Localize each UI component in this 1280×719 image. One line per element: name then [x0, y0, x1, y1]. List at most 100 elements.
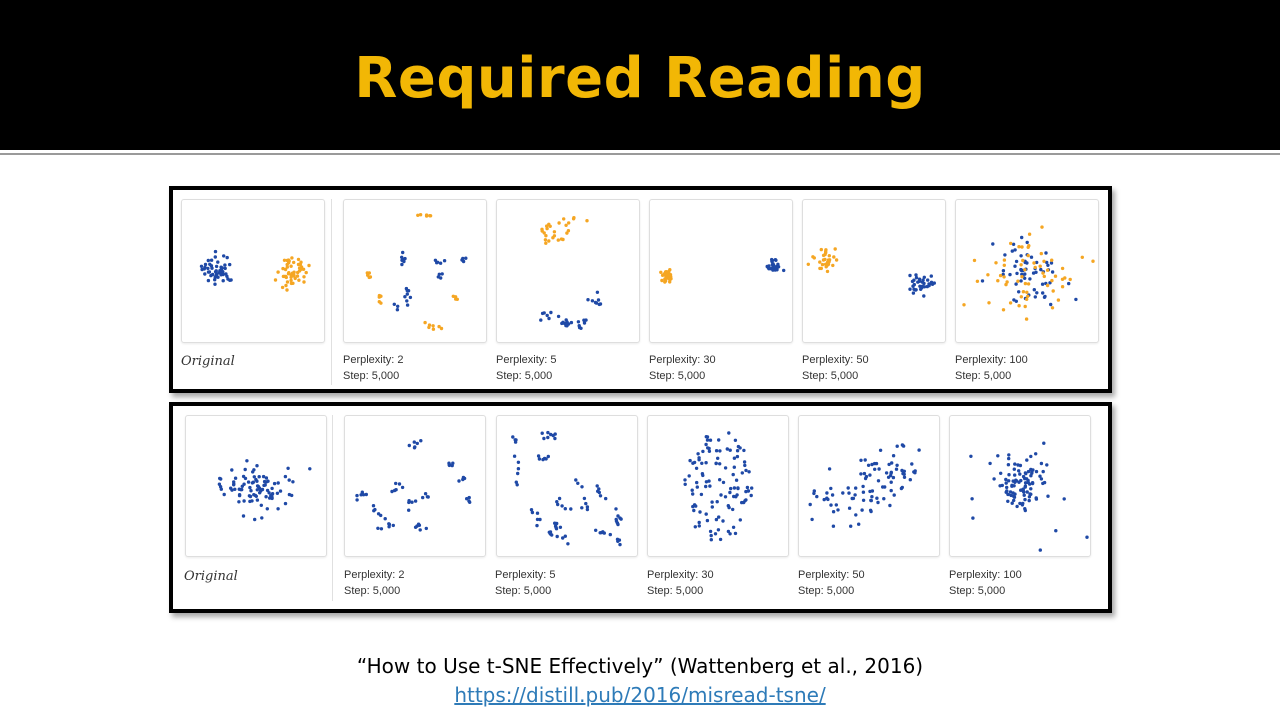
plot-two-clusters-p2-dot [405, 292, 409, 296]
plot-gaussian-p50-dot [854, 486, 858, 490]
plot-gaussian-p50-dot [876, 500, 880, 505]
plot-two-clusters-p5-dot [561, 237, 565, 242]
plot-gaussian-original-dot [255, 498, 260, 502]
plot-two-clusters-p50-dot [821, 253, 826, 258]
plot-two-clusters-p5-dot [576, 320, 581, 324]
plot-gaussian-p100-dot [1046, 494, 1050, 498]
plot-gaussian-p2-dot [364, 492, 368, 497]
plot-gaussian-original-dot [263, 483, 267, 487]
plot-gaussian-p30-dot [736, 444, 741, 449]
plot-gaussian-p100-dot [1017, 469, 1021, 473]
plot-two-clusters-original-dot [285, 288, 289, 292]
plot-gaussian-original-dot [229, 486, 233, 490]
plot-two-clusters-original-dot [296, 257, 301, 262]
plot-gaussian-p50-dot [831, 510, 836, 514]
plot-two-clusters-original-dot [214, 264, 219, 269]
plot-two-clusters-original-dot [289, 278, 293, 283]
plot-gaussian-p100-dot [1005, 485, 1009, 490]
plot-gaussian-p30-dot [735, 449, 740, 453]
plot-gaussian-original-dot [290, 493, 294, 498]
plot-gaussian-p5-dot [594, 528, 598, 532]
plot-gaussian-p50-dot [861, 490, 866, 494]
plot-two-clusters-original-dot [302, 275, 306, 279]
plot-two-clusters-original-dot [213, 249, 218, 254]
plot-two-clusters-p50-dot [819, 247, 823, 252]
plot-gaussian-p100-dot [1023, 481, 1028, 485]
plot-gaussian-p30-dot [704, 480, 709, 484]
plot-gaussian-p100-dot [1010, 501, 1014, 505]
plot-gaussian-p100-dot [1015, 504, 1019, 509]
plot-gaussian-p30-dot [710, 500, 714, 504]
plot-gaussian-p50-dot [895, 463, 899, 467]
plot-gaussian-p30-dot [697, 458, 701, 462]
plot-gaussian-p2-dot [397, 482, 402, 486]
plot-gaussian-original-dot [248, 485, 252, 490]
plot-gaussian-p50-dot [891, 454, 896, 458]
plot-gaussian-p30-dot [718, 462, 722, 466]
plot-gaussian-p30-dot [746, 489, 751, 493]
plot-two-clusters-p100-dot [1016, 279, 1020, 283]
plot-gaussian-original-dot [275, 491, 280, 495]
plot-two-clusters-p30-dot [767, 267, 771, 271]
plot-gaussian-p5-dot [511, 435, 515, 439]
plot-gaussian-p30-dot [695, 485, 699, 489]
plot-two-clusters-original-dot [220, 266, 224, 270]
plot-gaussian-p100-dot [1014, 479, 1019, 483]
plot-two-clusters-original-dot [209, 258, 214, 262]
plot-two-clusters-p100-dot [1040, 225, 1044, 229]
plot-gaussian-p30-dot [691, 492, 695, 496]
plot-two-clusters-original-dot [292, 260, 296, 265]
plot-gaussian-p5-dot [576, 481, 580, 485]
plot-two-clusters-p100-dot [1042, 259, 1046, 263]
plot-gaussian-p5-dot [580, 506, 584, 510]
title-divider [0, 153, 1280, 155]
caption-perplexity-5: Perplexity: 5 Step: 5,000 [496, 352, 557, 384]
plot-two-clusters-original-dot [206, 278, 211, 283]
reference-link[interactable]: https://distill.pub/2016/misread-tsne/ [454, 683, 826, 707]
plot-gaussian-p5-dot [554, 525, 558, 530]
plot-two-clusters-p100-dot [1019, 263, 1023, 267]
perplexity-label: Perplexity: 30 [647, 569, 714, 581]
plot-gaussian-p50-dot [829, 486, 833, 491]
plot-two-clusters-p100-dot [1038, 264, 1042, 268]
plot-two-clusters-p2-dot [437, 324, 441, 329]
plot-two-clusters-p30-dot [660, 278, 664, 283]
plot-two-clusters-p2-dot [379, 301, 383, 305]
plot-two-clusters-p100-dot [1044, 251, 1048, 255]
step-label: Step: 5,000 [802, 370, 859, 382]
plot-gaussian-p2-dot [426, 495, 430, 499]
plot-gaussian-p30-dot [733, 531, 738, 536]
plot-two-clusters-p30-dot [770, 259, 774, 264]
plot-two-clusters-original-dot [290, 256, 294, 260]
plot-two-clusters-p5-dot [544, 241, 548, 245]
plot-gaussian-p2-dot [416, 522, 421, 526]
plot-gaussian-original-dot [252, 468, 256, 472]
plot-two-clusters-p100-dot [1029, 255, 1034, 259]
plot-gaussian-original-dot [283, 474, 288, 479]
plot-two-clusters-p50-dot [916, 280, 920, 284]
plot-two-clusters-original-dot [299, 265, 304, 269]
plot-two-clusters-p100-dot [1035, 260, 1039, 265]
plot-gaussian-p30-dot [731, 507, 735, 512]
plot-gaussian-original-dot [252, 493, 256, 497]
plot-two-clusters-p2-dot [405, 303, 410, 307]
plot-two-clusters-p30 [659, 257, 786, 284]
plot-two-clusters-p2-dot [400, 262, 404, 267]
plot-two-clusters-p50-dot [922, 285, 927, 289]
plot-two-clusters-p100-dot [1002, 263, 1006, 267]
plot-two-clusters-p100-dot [1009, 241, 1013, 246]
plot-two-clusters-p50-dot [922, 281, 926, 286]
plot-gaussian-original-dot [237, 493, 242, 498]
plot-two-clusters-p100-dot [1074, 297, 1078, 302]
plot-two-clusters-p30-dot [669, 277, 673, 281]
plot-gaussian-p30-dot [709, 533, 713, 538]
plot-gaussian-p100-dot [1021, 501, 1025, 506]
plot-gaussian-p30-dot [695, 480, 699, 485]
plot-two-clusters-p100-dot [1067, 281, 1071, 286]
plot-gaussian-p2-dot [394, 481, 398, 486]
plot-two-clusters-original-dot [224, 272, 228, 276]
plot-gaussian-p100-dot [1027, 498, 1031, 503]
plot-two-clusters-p100-dot [1026, 282, 1031, 286]
plot-two-clusters-p30-dot [663, 280, 667, 284]
plot-gaussian-p5-dot [598, 494, 603, 498]
